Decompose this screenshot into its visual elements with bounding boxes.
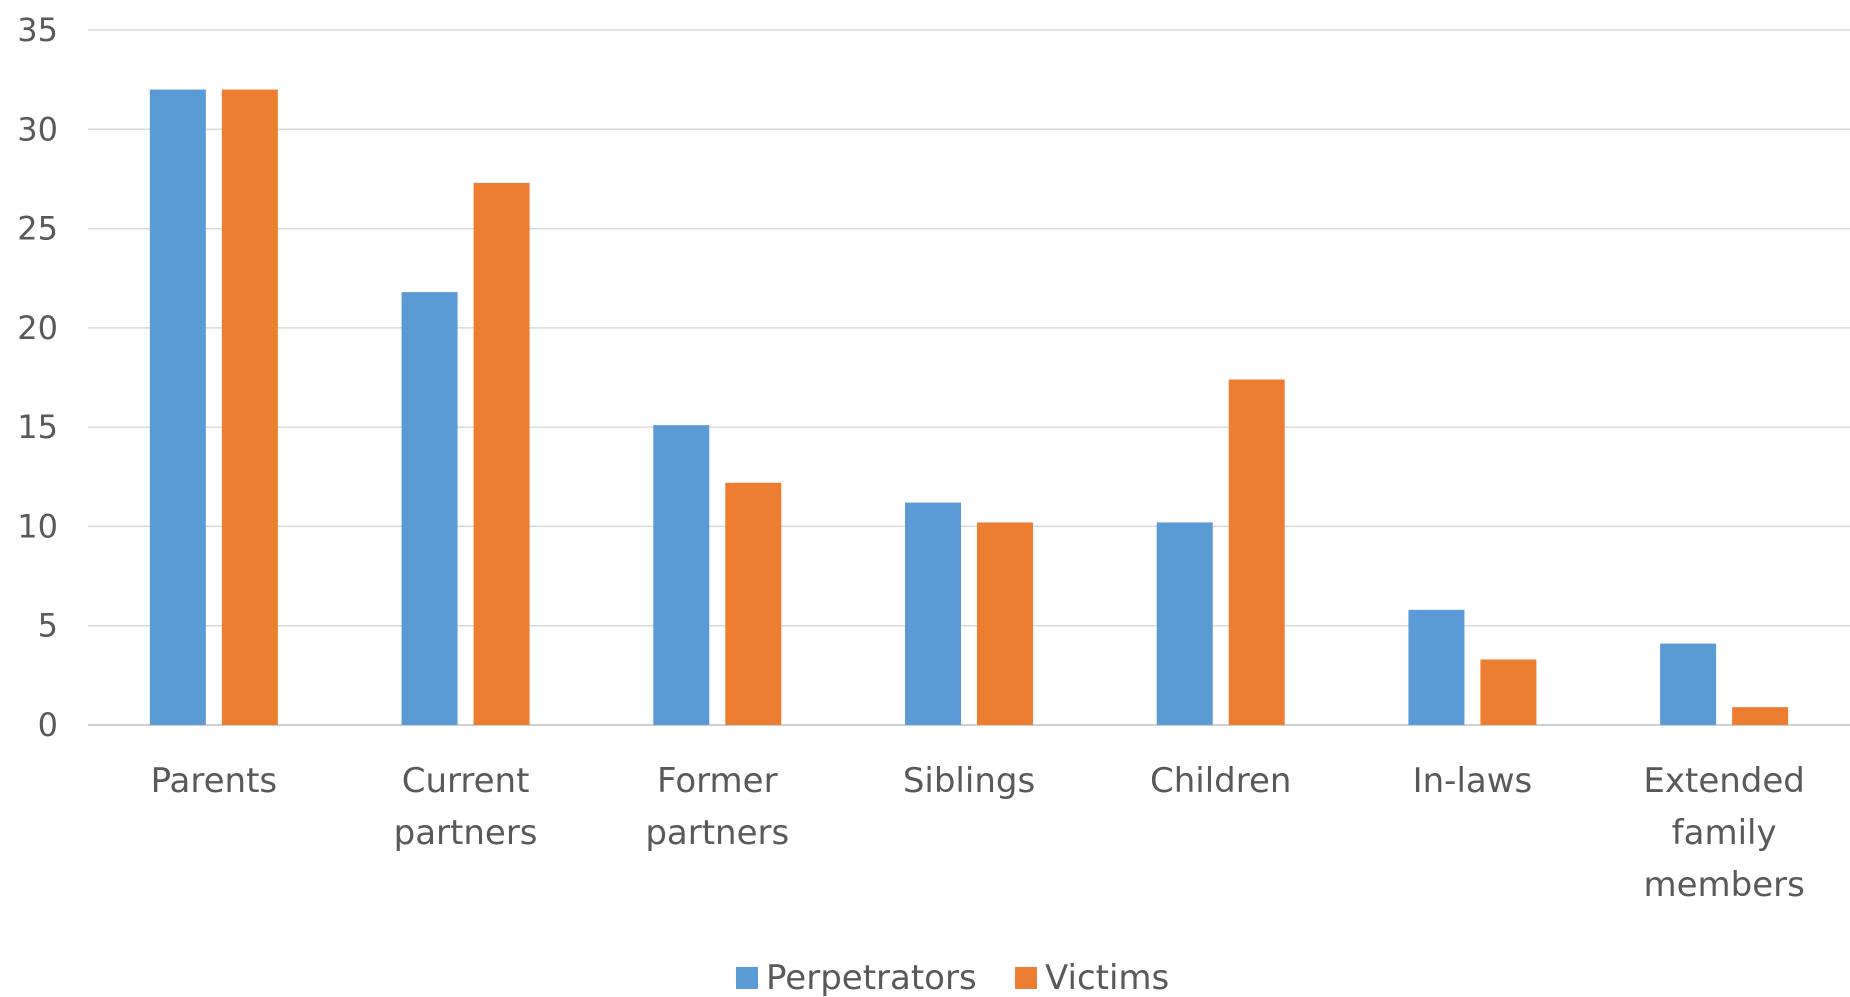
x-category-label-line: Siblings — [903, 761, 1035, 801]
x-category-label: Current partners — [394, 761, 538, 853]
x-category-label-line: family — [1672, 813, 1777, 853]
x-category-label-line: partners — [645, 813, 789, 853]
bar-victims — [1480, 659, 1537, 725]
x-category-label-line: Former — [657, 761, 778, 801]
bar-victims — [473, 182, 530, 725]
y-tick-label: 20 — [17, 309, 58, 347]
x-category-label-line: members — [1643, 865, 1804, 905]
x-category-label-line: partners — [394, 813, 538, 853]
y-tick-label: 5 — [38, 607, 58, 645]
x-category-label: Children — [1150, 761, 1291, 801]
bar-victims — [1732, 707, 1789, 725]
bars — [149, 89, 1789, 726]
bar-victims — [977, 522, 1033, 725]
x-category-label: Parents — [151, 761, 278, 801]
x-category-label: In-laws — [1413, 761, 1533, 801]
x-category-label-line: Parents — [151, 761, 278, 801]
x-category-label-line: Children — [1150, 761, 1291, 801]
legend-swatch-perpetrators — [736, 967, 758, 989]
y-axis-tick-labels: 0 5 10 15 20 25 30 35 — [17, 11, 58, 744]
bar-perpetrators — [401, 292, 458, 725]
x-category-label: Former partners — [645, 761, 789, 853]
x-category-label: Siblings — [903, 761, 1035, 801]
bar-perpetrators — [1156, 522, 1213, 725]
bar-perpetrators — [149, 89, 206, 726]
x-category-label: Extended family members — [1643, 761, 1804, 905]
x-category-label-line: Extended — [1643, 761, 1804, 801]
y-tick-label: 10 — [17, 507, 58, 545]
bar-victims — [725, 482, 782, 725]
bar-perpetrators — [1408, 609, 1465, 725]
bar-perpetrators — [905, 502, 961, 725]
bar-victims — [221, 89, 278, 726]
legend-label-victims: Victims — [1045, 958, 1169, 997]
legend-label-perpetrators: Perpetrators — [766, 958, 977, 997]
y-tick-label: 0 — [38, 706, 58, 744]
bar-victims — [1228, 379, 1285, 725]
y-tick-label: 15 — [17, 408, 58, 446]
legend: Perpetrators Victims — [736, 958, 1169, 997]
x-category-label-line: Current — [402, 761, 530, 801]
y-tick-label: 35 — [17, 11, 58, 49]
y-tick-label: 30 — [17, 110, 58, 148]
bar-perpetrators — [653, 425, 710, 725]
x-category-label-line: In-laws — [1413, 761, 1533, 801]
bar-perpetrators — [1660, 643, 1717, 725]
gridlines — [88, 29, 1850, 726]
x-axis-category-labels: Parents Current partners Former partners Sibl… — [151, 761, 1805, 905]
legend-swatch-victims — [1015, 967, 1037, 989]
y-tick-label: 25 — [17, 210, 58, 248]
